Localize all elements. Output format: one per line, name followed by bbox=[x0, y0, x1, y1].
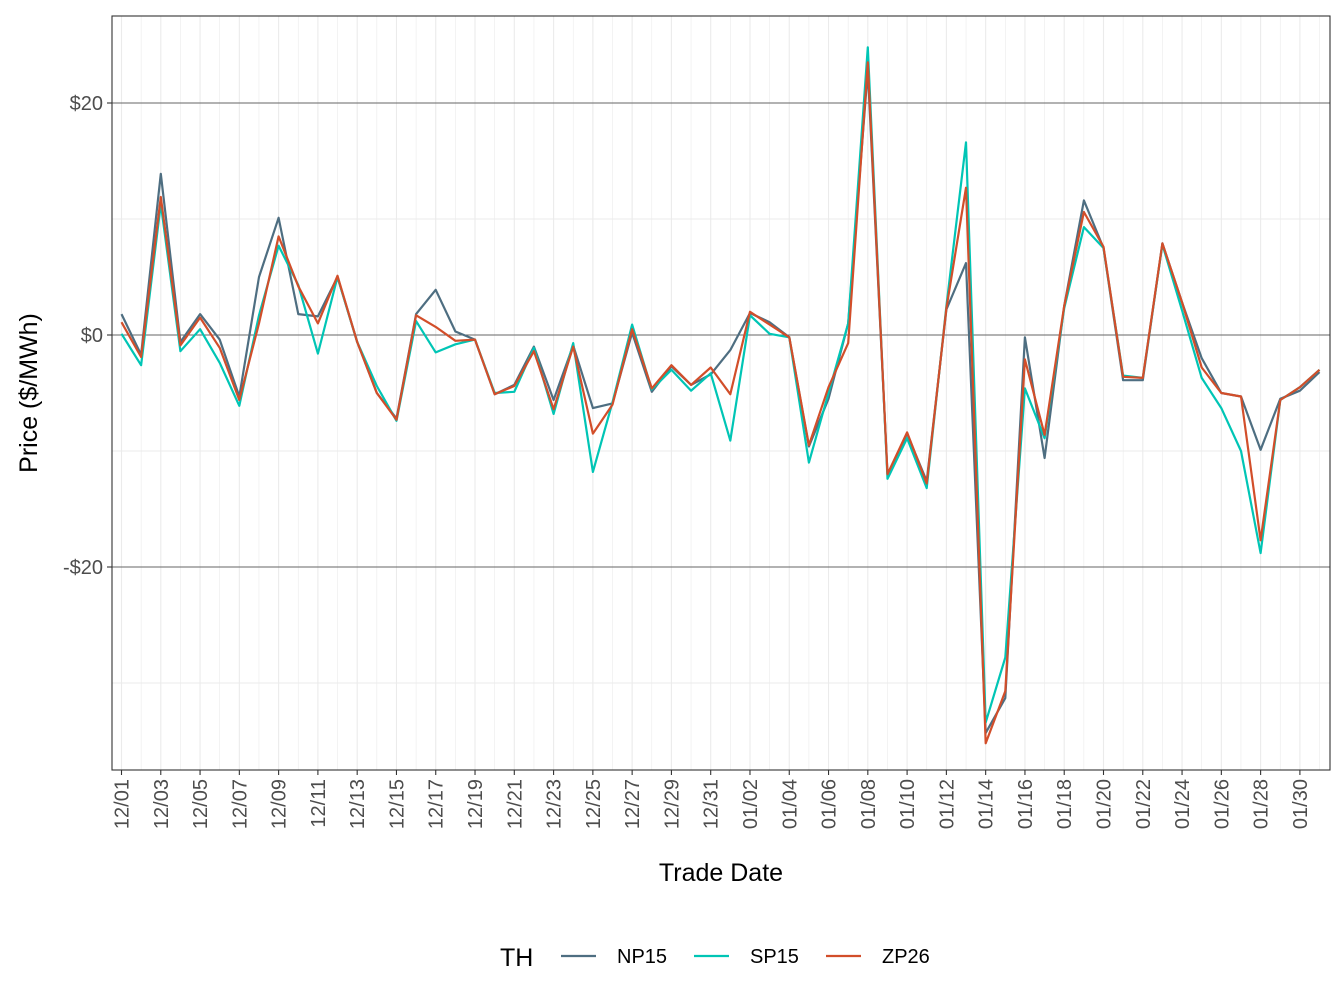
plot-panel-border bbox=[111, 15, 1331, 771]
major-y-gridlines bbox=[112, 102, 1330, 568]
x-tick-label: 01/26 bbox=[1211, 779, 1233, 829]
x-tick-label: 01/14 bbox=[976, 779, 998, 829]
y-axis-title: Price ($/MWh) bbox=[15, 313, 43, 473]
legend-label-zp26: ZP26 bbox=[882, 946, 930, 968]
x-tick-label: 12/21 bbox=[504, 779, 526, 829]
x-tick-label: 01/30 bbox=[1290, 779, 1312, 829]
legend-label-np15: NP15 bbox=[617, 946, 667, 968]
x-tick-label: 12/05 bbox=[190, 779, 212, 829]
x-tick-label: 12/09 bbox=[269, 779, 291, 829]
x-tick-label: 12/07 bbox=[229, 779, 251, 829]
x-tick-label: 12/03 bbox=[151, 779, 173, 829]
x-tick-label: 01/12 bbox=[936, 779, 958, 829]
x-tick-label: 01/28 bbox=[1251, 779, 1273, 829]
x-tick-label: 01/02 bbox=[740, 779, 762, 829]
x-tick-label: 01/20 bbox=[1094, 779, 1116, 829]
minor-y-gridlines bbox=[112, 218, 1330, 684]
x-axis-title: Trade Date bbox=[659, 859, 783, 887]
y-axis: $20 $0 -$20 bbox=[63, 93, 112, 579]
x-tick-label: 01/22 bbox=[1133, 779, 1155, 829]
x-tick-label: 12/31 bbox=[701, 779, 723, 829]
legend-label-sp15: SP15 bbox=[750, 946, 799, 968]
x-tick-label: 12/19 bbox=[465, 779, 487, 829]
x-tick-label: 01/04 bbox=[779, 779, 801, 829]
x-tick-label: 12/27 bbox=[622, 779, 644, 829]
plot-panel-background bbox=[112, 16, 1330, 770]
x-tick-label: 12/23 bbox=[544, 779, 566, 829]
x-tick-label: 01/06 bbox=[819, 779, 841, 829]
x-tick-label: 01/18 bbox=[1054, 779, 1076, 829]
x-tick-label: 12/11 bbox=[308, 779, 330, 828]
series-line-zp26 bbox=[120, 61, 1321, 745]
x-axis: 12/01 12/03 12/05 12/07 12/09 12/11 12/13 12/15… bbox=[112, 770, 1312, 829]
y-tick-label: $20 bbox=[70, 93, 103, 115]
x-tick-label: 01/08 bbox=[858, 779, 880, 829]
legend-title: TH bbox=[500, 944, 533, 972]
x-tick-label: 12/25 bbox=[583, 779, 605, 829]
x-tick-label: 12/15 bbox=[386, 779, 408, 829]
x-tick-label: 12/17 bbox=[426, 779, 448, 829]
y-tick-label: $0 bbox=[81, 325, 103, 347]
x-tick-label: 01/10 bbox=[897, 779, 919, 829]
x-tick-label: 01/16 bbox=[1015, 779, 1037, 829]
series-lines bbox=[120, 46, 1321, 745]
legend: TH NP15 SP15 ZP26 bbox=[500, 944, 930, 972]
x-tick-label: 12/29 bbox=[661, 779, 683, 829]
x-gridlines bbox=[120, 16, 1320, 770]
x-tick-label: 01/24 bbox=[1172, 779, 1194, 829]
y-tick-label: -$20 bbox=[63, 557, 103, 579]
x-tick-label: 12/13 bbox=[347, 779, 369, 829]
x-tick-label: 12/01 bbox=[112, 779, 134, 829]
